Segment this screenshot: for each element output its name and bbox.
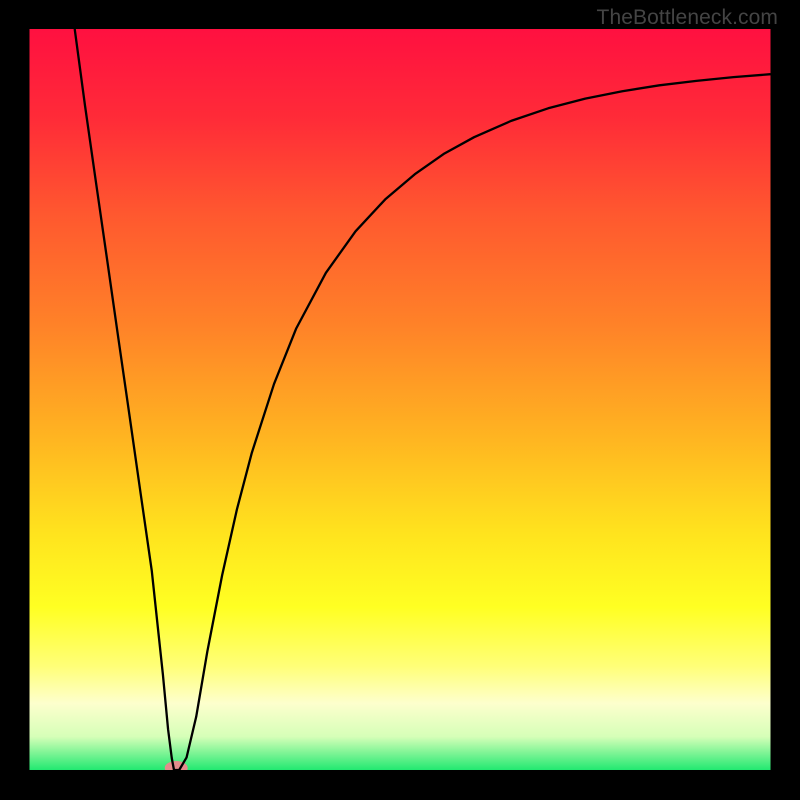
bottleneck-chart — [0, 0, 800, 800]
plot-background — [30, 29, 771, 770]
watermark-text: TheBottleneck.com — [597, 6, 778, 30]
